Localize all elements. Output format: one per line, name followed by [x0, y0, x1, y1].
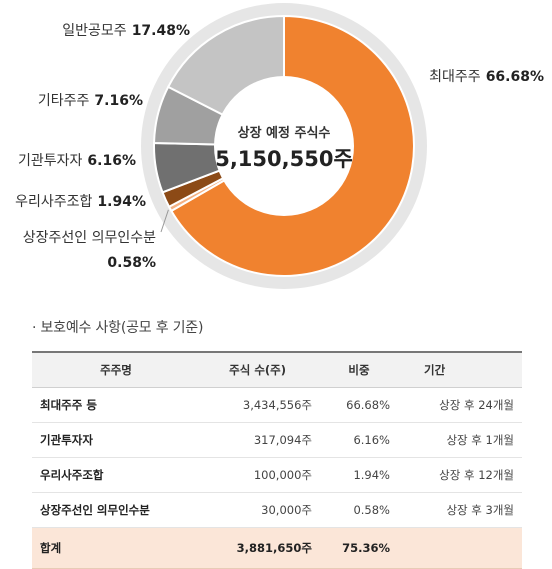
- cell-period: 상장 후 24개월: [398, 387, 522, 423]
- cell-shares: 30,000주: [200, 492, 320, 528]
- table-row: 상장주선인 의무인수분 30,000주 0.58% 상장 후 3개월: [32, 492, 522, 528]
- table-row: 우리사주조합 100,000주 1.94% 상장 후 12개월: [32, 457, 522, 493]
- slice-label-public-offering: 일반공모주 17.48%: [62, 23, 190, 39]
- cell-period: 상장 후 12개월: [398, 457, 522, 493]
- cell-holder: 상장주선인 의무인수분: [32, 492, 200, 528]
- table-row: 기관투자자 317,094주 6.16% 상장 후 1개월: [32, 422, 522, 458]
- cell-ratio: 1.94%: [320, 457, 398, 493]
- donut-hole: [214, 76, 354, 216]
- cell-total-period: [398, 527, 522, 569]
- cell-shares: 3,434,556주: [200, 387, 320, 423]
- cell-shares: 317,094주: [200, 422, 320, 458]
- slice-value: 66.68%: [486, 69, 544, 85]
- table-row: 최대주주 등 3,434,556주 66.68% 상장 후 24개월: [32, 387, 522, 423]
- table-header-row: 주주명 주식 수(주) 비중 기간: [32, 351, 522, 388]
- header-period: 기간: [398, 351, 522, 388]
- slice-name: 기타주주: [38, 93, 90, 109]
- slice-value: 7.16%: [94, 93, 143, 109]
- cell-period: 상장 후 1개월: [398, 422, 522, 458]
- slice-name: 기관투자자: [18, 153, 83, 169]
- header-holder: 주주명: [32, 351, 200, 388]
- cell-ratio: 66.68%: [320, 387, 398, 423]
- slice-name: 일반공모주: [62, 23, 127, 39]
- slice-value: 1.94%: [97, 194, 146, 210]
- slice-label-employee-union: 우리사주조합 1.94%: [15, 194, 146, 210]
- slice-name: 최대주주: [429, 69, 481, 85]
- leader-line: [160, 209, 169, 233]
- table-total-row: 합계 3,881,650주 75.36%: [32, 527, 522, 569]
- header-shares: 주식 수(주): [200, 351, 320, 388]
- cell-total-ratio: 75.36%: [320, 527, 398, 569]
- slice-label-underwriter-name: 상장주선인 의무인수분: [23, 230, 156, 246]
- cell-holder: 기관투자자: [32, 422, 200, 458]
- center-value: 5,150,550주: [215, 147, 353, 171]
- slice-name: 우리사주조합: [15, 194, 92, 210]
- shareholder-donut-chart: 상장 예정 주식수 5,150,550주 최대주주 66.68% 일반공모주 17.…: [15, 3, 544, 289]
- cell-total-label: 합계: [32, 527, 200, 569]
- header-ratio: 비중: [320, 351, 398, 388]
- slice-value: 6.16%: [87, 153, 136, 169]
- cell-total-shares: 3,881,650주: [200, 527, 320, 569]
- cell-holder: 최대주주 등: [32, 387, 200, 423]
- slice-label-underwriter-value: 0.58%: [107, 255, 156, 271]
- cell-ratio: 0.58%: [320, 492, 398, 528]
- cell-shares: 100,000주: [200, 457, 320, 493]
- center-caption: 상장 예정 주식수: [238, 125, 331, 141]
- slice-value: 17.48%: [132, 23, 190, 39]
- slice-label-other: 기타주주 7.16%: [38, 93, 143, 109]
- lockup-table: 주주명 주식 수(주) 비중 기간 최대주주 등 3,434,556주 66.6…: [32, 351, 522, 569]
- slice-label-largest-shareholder: 최대주주 66.68%: [429, 69, 544, 85]
- cell-period: 상장 후 3개월: [398, 492, 522, 528]
- cell-holder: 우리사주조합: [32, 457, 200, 493]
- cell-ratio: 6.16%: [320, 422, 398, 458]
- slice-label-institutional: 기관투자자 6.16%: [18, 153, 136, 169]
- section-title: · 보호예수 사항(공모 후 기준): [32, 320, 204, 336]
